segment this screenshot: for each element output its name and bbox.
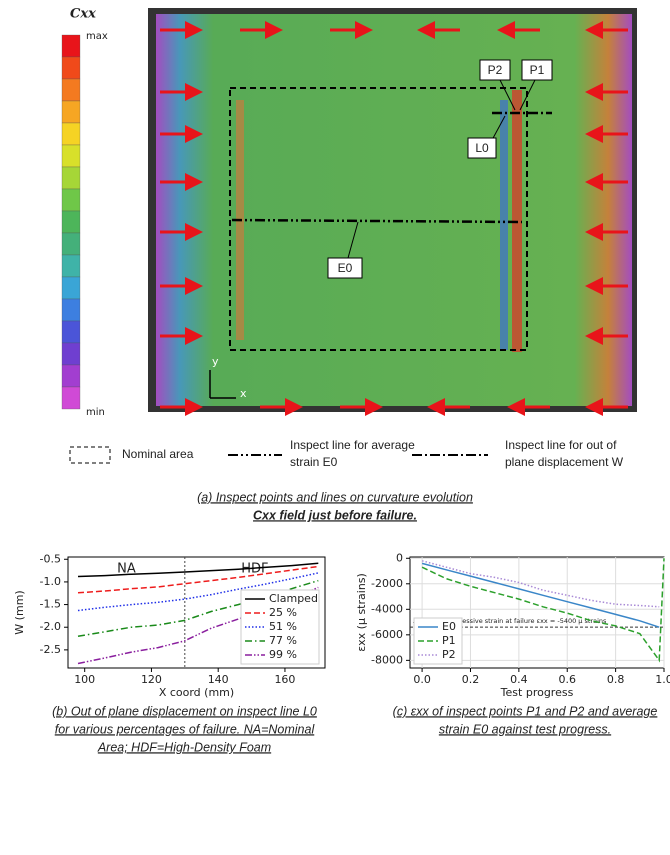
x-axis-label: X coord (mm) <box>159 686 234 699</box>
y-tick-label: -2.0 <box>40 620 61 633</box>
legend-label: 77 % <box>269 634 297 647</box>
y-axis-label: εxx (μ strains) <box>355 573 368 652</box>
y-tick-label: -2.5 <box>40 643 61 656</box>
x-tick-label: 0.0 <box>413 673 431 686</box>
colorbar-cell <box>61 56 81 80</box>
y-axis-label: W (mm) <box>13 590 26 634</box>
series-line <box>421 560 660 608</box>
stripe <box>500 100 508 350</box>
y-tick-label: -8000 <box>371 653 403 666</box>
x-tick-label: 140 <box>208 673 229 686</box>
colorbar-cell <box>61 144 81 168</box>
legend-label: E0 <box>442 620 456 633</box>
colorbar-cell <box>61 100 81 124</box>
legend-label: P1 <box>442 634 456 647</box>
callout: L0 <box>475 141 489 155</box>
colorbar <box>61 34 81 410</box>
colorbar-cell <box>61 276 81 300</box>
axis-glyph <box>209 370 236 399</box>
caption: (a) Inspect points and lines on curvatur… <box>197 490 473 504</box>
load-arrows <box>160 21 628 416</box>
caption: Cxx field just before failure. <box>253 508 417 522</box>
caption: (c) εxx of inspect points P1 and P2 and … <box>393 704 658 718</box>
x-tick-label: 1.0 <box>655 673 670 686</box>
legend-swatch <box>69 446 111 464</box>
x-axis-label: Test progress <box>500 686 574 699</box>
strain-field <box>156 14 632 406</box>
reference-label: Average compressive strain at failure εx… <box>413 617 607 625</box>
series-line <box>77 562 319 578</box>
legend-text: plane displacement W <box>505 455 624 469</box>
legend-label: 99 % <box>269 648 297 661</box>
x-tick-label: 100 <box>74 673 95 686</box>
region-label: HDF <box>241 562 268 577</box>
axis-x-label: x <box>240 387 247 400</box>
colorbar-min: min <box>86 407 105 418</box>
colorbar-cell <box>61 166 81 190</box>
colorbar-cell <box>61 254 81 278</box>
caption: strain E0 against test progress. <box>439 722 611 736</box>
legend-text: Nominal area <box>122 447 194 461</box>
colorbar-cell <box>61 386 81 410</box>
colorbar-cell <box>61 122 81 146</box>
y-tick-label: -1.5 <box>40 598 61 611</box>
x-tick-label: 0.6 <box>558 673 576 686</box>
colorbar-cell <box>61 78 81 102</box>
x-tick-label: 0.4 <box>510 673 528 686</box>
colorbar-cell <box>61 298 81 322</box>
callout: E0 <box>338 261 353 275</box>
callout: P2 <box>488 63 503 77</box>
legend-text: Inspect line for average <box>290 438 415 452</box>
legend-label: 51 % <box>269 620 297 633</box>
callout: P1 <box>530 63 545 77</box>
series-line <box>421 558 665 663</box>
colorbar-cell <box>61 34 81 58</box>
caption: Area; HDF=High-Density Foam <box>97 740 271 754</box>
colorbar-cell <box>61 320 81 344</box>
callout-leaders <box>347 79 536 259</box>
legend-text: strain E0 <box>290 455 338 469</box>
y-tick-label: -0.5 <box>40 552 61 565</box>
y-tick-label: -1.0 <box>40 575 61 588</box>
legend-label: P2 <box>442 648 456 661</box>
colorbar-cell <box>61 188 81 212</box>
caption: for various percentages of failure. NA=N… <box>55 722 316 736</box>
y-tick-label: -6000 <box>371 628 403 641</box>
legend-text: Inspect line for out of <box>505 438 617 452</box>
caption: (b) Out of plane displacement on inspect… <box>52 704 317 718</box>
legend-label: Clamped <box>269 592 318 605</box>
colorbar-title: Cxx <box>70 7 96 22</box>
callout-boxes <box>327 59 553 279</box>
y-tick-label: -2000 <box>371 577 403 590</box>
x-tick-label: 0.8 <box>607 673 625 686</box>
colorbar-cell <box>61 210 81 234</box>
x-tick-label: 160 <box>274 673 295 686</box>
colorbar-cell <box>61 342 81 366</box>
region-label: NA <box>117 562 136 577</box>
colorbar-cell <box>61 232 81 256</box>
colorbar-max: max <box>86 31 108 42</box>
y-tick-label: 0 <box>396 551 403 564</box>
colorbar-cell <box>61 364 81 388</box>
series-line <box>77 565 319 594</box>
legend-box <box>240 589 320 665</box>
x-tick-label: 0.2 <box>462 673 480 686</box>
x-tick-label: 120 <box>141 673 162 686</box>
e0-line <box>231 218 523 224</box>
axis-y-label: y <box>212 355 219 368</box>
y-tick-label: -4000 <box>371 602 403 615</box>
legend-label: 25 % <box>269 606 297 619</box>
series-line <box>421 562 660 628</box>
